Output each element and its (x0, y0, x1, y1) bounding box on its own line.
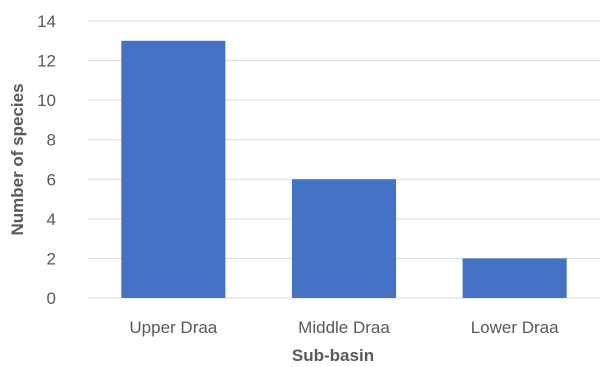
y-tick-label-4: 4 (47, 210, 56, 229)
y-tick-label-6: 6 (47, 170, 56, 189)
x-axis-ticks: Upper Draa Middle Draa Lower Draa (129, 318, 559, 337)
y-tick-label-10: 10 (37, 91, 56, 110)
bar-lower-draa (462, 258, 567, 298)
x-tick-label-upper-draa: Upper Draa (129, 318, 217, 337)
bar-middle-draa (291, 179, 397, 298)
y-tick-label-8: 8 (47, 131, 56, 150)
bars (121, 40, 567, 299)
bar-upper-draa (121, 40, 226, 299)
y-tick-label-14: 14 (37, 12, 56, 31)
x-axis-title: Sub-basin (292, 346, 374, 365)
x-tick-label-middle-draa: Middle Draa (298, 318, 390, 337)
y-axis-ticks: 0 2 4 6 8 10 12 14 (37, 12, 56, 308)
x-tick-label-lower-draa: Lower Draa (471, 318, 559, 337)
y-axis-title: Number of species (8, 83, 27, 235)
y-tick-label-0: 0 (47, 289, 56, 308)
y-tick-label-12: 12 (37, 52, 56, 71)
y-tick-label-2: 2 (47, 249, 56, 268)
